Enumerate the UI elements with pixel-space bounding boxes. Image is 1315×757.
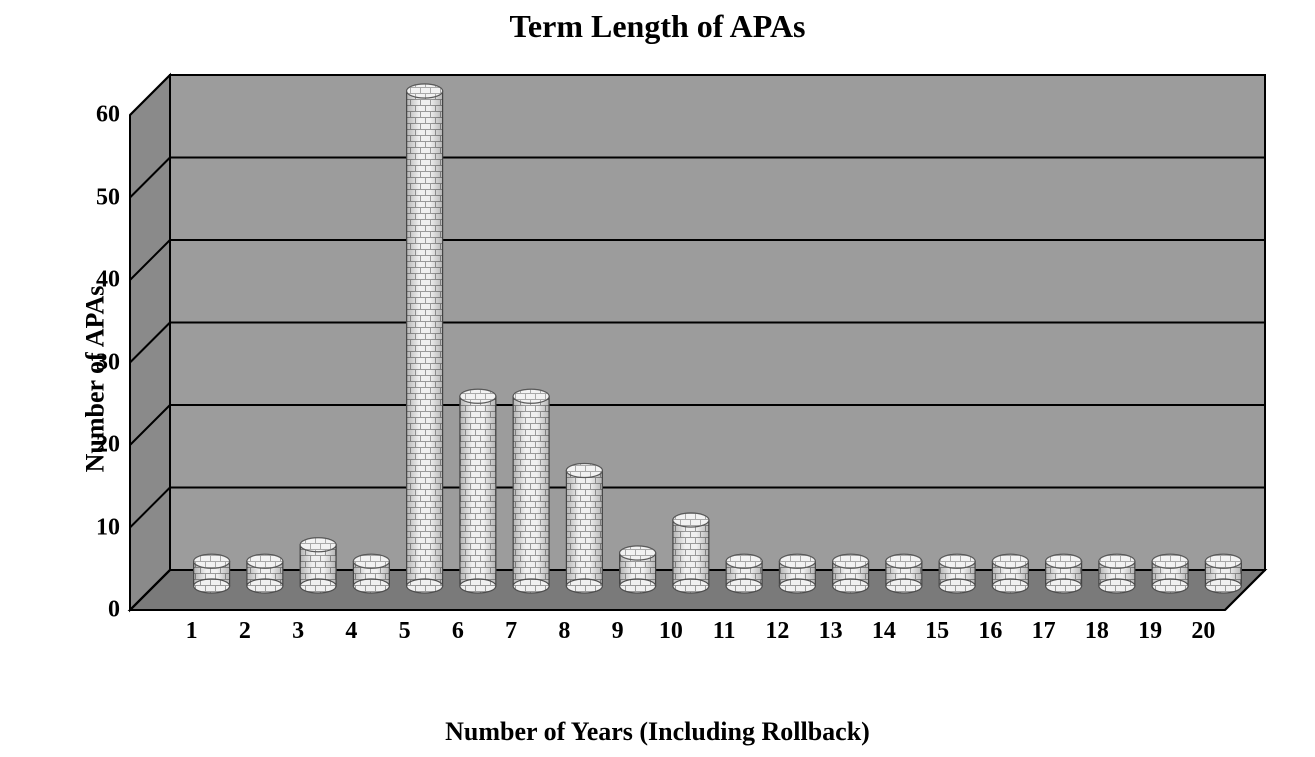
bar bbox=[247, 554, 283, 593]
bar bbox=[513, 389, 549, 593]
bar bbox=[566, 464, 602, 594]
x-tick-label: 3 bbox=[292, 618, 304, 645]
chart-title: Term Length of APAs bbox=[0, 8, 1315, 45]
x-tick-label: 1 bbox=[186, 618, 198, 645]
bar bbox=[194, 554, 230, 593]
y-tick-column: 0102030405060 bbox=[0, 75, 120, 610]
y-tick-label: 10 bbox=[96, 514, 120, 541]
bar bbox=[886, 554, 922, 593]
bar bbox=[620, 546, 656, 593]
bar bbox=[1152, 554, 1188, 593]
bar bbox=[939, 554, 975, 593]
bar bbox=[673, 513, 709, 593]
x-tick-label: 17 bbox=[1032, 618, 1056, 645]
x-tick-label: 14 bbox=[872, 618, 896, 645]
y-tick-label: 40 bbox=[96, 267, 120, 294]
plot-svg bbox=[130, 75, 1265, 610]
x-tick-label: 7 bbox=[505, 618, 517, 645]
bar bbox=[779, 554, 815, 593]
bar bbox=[1205, 554, 1241, 593]
bar bbox=[1099, 554, 1135, 593]
x-tick-label: 16 bbox=[978, 618, 1002, 645]
x-axis-label: Number of Years (Including Rollback) bbox=[0, 717, 1315, 747]
y-tick-label: 60 bbox=[96, 102, 120, 129]
x-tick-label: 9 bbox=[612, 618, 624, 645]
bar bbox=[300, 538, 336, 593]
y-tick-label: 0 bbox=[108, 597, 120, 624]
bar bbox=[460, 389, 496, 593]
x-tick-label: 5 bbox=[399, 618, 411, 645]
y-tick-label: 20 bbox=[96, 432, 120, 459]
bar bbox=[1046, 554, 1082, 593]
y-tick-label: 30 bbox=[96, 349, 120, 376]
y-tick-label: 50 bbox=[96, 184, 120, 211]
x-tick-label: 8 bbox=[558, 618, 570, 645]
x-tick-label: 10 bbox=[659, 618, 683, 645]
chart-container: Term Length of APAs Number of APAs 01020… bbox=[0, 0, 1315, 757]
x-tick-label: 18 bbox=[1085, 618, 1109, 645]
bar bbox=[407, 84, 443, 593]
x-tick-label: 15 bbox=[925, 618, 949, 645]
x-tick-label: 11 bbox=[713, 618, 736, 645]
plot-area bbox=[130, 75, 1265, 610]
x-tick-label: 6 bbox=[452, 618, 464, 645]
x-tick-label: 4 bbox=[345, 618, 357, 645]
x-tick-label: 12 bbox=[765, 618, 789, 645]
bar bbox=[992, 554, 1028, 593]
bar bbox=[726, 554, 762, 593]
x-tick-label: 20 bbox=[1191, 618, 1215, 645]
bar bbox=[833, 554, 869, 593]
x-tick-row: 1234567891011121314151617181920 bbox=[130, 618, 1265, 658]
x-tick-label: 19 bbox=[1138, 618, 1162, 645]
x-tick-label: 2 bbox=[239, 618, 251, 645]
x-tick-label: 13 bbox=[819, 618, 843, 645]
bar bbox=[353, 554, 389, 593]
